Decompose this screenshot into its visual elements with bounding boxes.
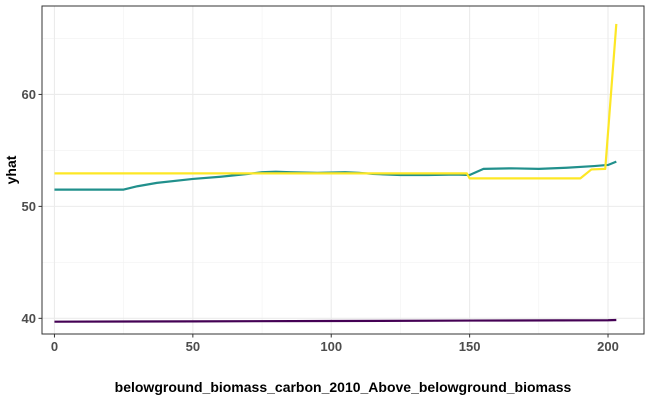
x-tick-label: 50 (186, 339, 200, 354)
y-tick-label: 60 (22, 87, 36, 102)
grid-minor (42, 6, 644, 334)
x-tick-label: 100 (320, 339, 342, 354)
series-layer (54, 23, 618, 323)
series-line-1 (54, 318, 617, 323)
y-axis-title: yhat (3, 155, 19, 184)
grid-major (42, 6, 644, 334)
y-tick-label: 50 (22, 199, 36, 214)
series-line-3 (54, 23, 618, 180)
y-tick-label: 40 (22, 311, 36, 326)
plot-border (41, 5, 645, 335)
x-axis: 0 50 100 150 200 (51, 334, 619, 354)
plot-background (42, 6, 644, 334)
series-line-2 (54, 160, 617, 191)
x-tick-label: 200 (597, 339, 619, 354)
y-axis: 40 50 60 (22, 87, 42, 326)
x-tick-label: 0 (51, 339, 58, 354)
x-axis-title: belowground_biomass_carbon_2010_Above_be… (115, 379, 572, 395)
x-tick-label: 150 (459, 339, 481, 354)
